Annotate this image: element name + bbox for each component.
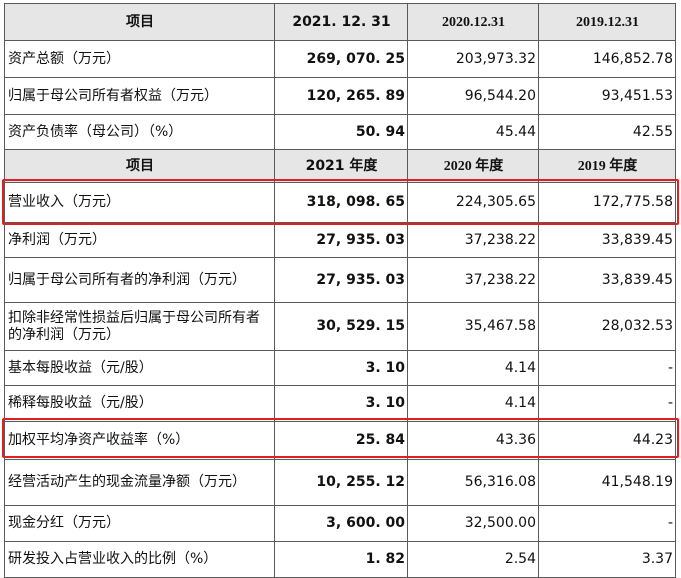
- row-label: 营业收入（万元）: [4, 182, 275, 223]
- header-2019: 2019 年度: [538, 149, 676, 183]
- row-label: 归属于母公司所有者的净利润（万元）: [4, 257, 275, 303]
- value-2019: 3.37: [538, 541, 676, 578]
- table-row: 研发投入占营业收入的比例（%） 1. 82 2.54 3.37: [4, 541, 676, 578]
- value-2021: 318, 098. 65: [274, 182, 408, 223]
- header-row-balance: 项目 2021. 12. 31 2020.12.31 2019.12.31: [4, 3, 676, 41]
- row-label: 资产负债率（母公司）（%）: [4, 114, 275, 150]
- financial-summary-table: 项目 2021. 12. 31 2020.12.31 2019.12.31 资产…: [4, 3, 676, 578]
- table-row: 稀释每股收益（元/股） 3. 10 4.14 -: [4, 385, 676, 422]
- row-label: 稀释每股收益（元/股）: [4, 385, 275, 422]
- row-label: 归属于母公司所有者权益（万元）: [4, 77, 275, 115]
- table-row: 现金分红（万元） 3, 600. 00 32,500.00 -: [4, 505, 676, 542]
- table-row: 加权平均净资产收益率（%） 25. 84 43.36 44.23: [4, 421, 676, 460]
- value-2019: 33,839.45: [538, 222, 676, 258]
- value-2021: 30, 529. 15: [274, 302, 408, 351]
- financial-table-container: 项目 2021. 12. 31 2020.12.31 2019.12.31 资产…: [4, 3, 676, 578]
- value-2021: 3, 600. 00: [274, 505, 408, 542]
- value-2021: 269, 070. 25: [274, 40, 408, 78]
- value-2021: 50. 94: [274, 114, 408, 150]
- value-2020: 2.54: [407, 541, 539, 578]
- header-item: 项目: [4, 149, 275, 183]
- value-2020: 96,544.20: [407, 77, 539, 115]
- value-2020: 32,500.00: [407, 505, 539, 542]
- row-label: 加权平均净资产收益率（%）: [4, 421, 275, 460]
- value-2020: 56,316.08: [407, 459, 539, 506]
- value-2019: 41,548.19: [538, 459, 676, 506]
- header-2020: 2020.12.31: [407, 3, 539, 41]
- table-row: 净利润（万元） 27, 935. 03 37,238.22 33,839.45: [4, 222, 676, 258]
- value-2019: 44.23: [538, 421, 676, 460]
- value-2020: 43.36: [407, 421, 539, 460]
- row-label: 经营活动产生的现金流量净额（万元）: [4, 459, 275, 506]
- row-label: 现金分红（万元）: [4, 505, 275, 542]
- value-2021: 120, 265. 89: [274, 77, 408, 115]
- table-row: 营业收入（万元） 318, 098. 65 224,305.65 172,775…: [4, 182, 676, 223]
- value-2021: 3. 10: [274, 350, 408, 386]
- value-2019: -: [538, 385, 676, 422]
- value-2020: 224,305.65: [407, 182, 539, 223]
- header-2020: 2020 年度: [407, 149, 539, 183]
- value-2021: 25. 84: [274, 421, 408, 460]
- header-item: 项目: [4, 3, 275, 41]
- row-label: 净利润（万元）: [4, 222, 275, 258]
- table-row: 归属于母公司所有者的净利润（万元） 27, 935. 03 37,238.22 …: [4, 257, 676, 303]
- value-2021: 10, 255. 12: [274, 459, 408, 506]
- value-2019: 33,839.45: [538, 257, 676, 303]
- value-2019: 93,451.53: [538, 77, 676, 115]
- value-2021: 1. 82: [274, 541, 408, 578]
- value-2020: 203,973.32: [407, 40, 539, 78]
- value-2020: 35,467.58: [407, 302, 539, 351]
- value-2019: 146,852.78: [538, 40, 676, 78]
- row-label: 基本每股收益（元/股）: [4, 350, 275, 386]
- value-2020: 4.14: [407, 350, 539, 386]
- table-row: 资产负债率（母公司）（%） 50. 94 45.44 42.55: [4, 114, 676, 150]
- value-2020: 4.14: [407, 385, 539, 422]
- header-2021: 2021. 12. 31: [274, 3, 408, 41]
- value-2020: 37,238.22: [407, 257, 539, 303]
- table-row: 基本每股收益（元/股） 3. 10 4.14 -: [4, 350, 676, 386]
- table-row: 经营活动产生的现金流量净额（万元） 10, 255. 12 56,316.08 …: [4, 459, 676, 506]
- value-2019: 42.55: [538, 114, 676, 150]
- table-row: 资产总额（万元） 269, 070. 25 203,973.32 146,852…: [4, 40, 676, 78]
- row-label: 研发投入占营业收入的比例（%）: [4, 541, 275, 578]
- header-row-income: 项目 2021 年度 2020 年度 2019 年度: [4, 149, 676, 183]
- value-2021: 27, 935. 03: [274, 257, 408, 303]
- value-2021: 3. 10: [274, 385, 408, 422]
- value-2021: 27, 935. 03: [274, 222, 408, 258]
- value-2019: -: [538, 350, 676, 386]
- value-2020: 37,238.22: [407, 222, 539, 258]
- header-2019: 2019.12.31: [538, 3, 676, 41]
- table-row: 归属于母公司所有者权益（万元） 120, 265. 89 96,544.20 9…: [4, 77, 676, 115]
- value-2020: 45.44: [407, 114, 539, 150]
- header-2021: 2021 年度: [274, 149, 408, 183]
- table-row: 扣除非经常性损益后归属于母公司所有者的净利润（万元） 30, 529. 15 3…: [4, 302, 676, 351]
- value-2019: 172,775.58: [538, 182, 676, 223]
- row-label: 扣除非经常性损益后归属于母公司所有者的净利润（万元）: [4, 302, 275, 351]
- row-label: 资产总额（万元）: [4, 40, 275, 78]
- value-2019: -: [538, 505, 676, 542]
- value-2019: 28,032.53: [538, 302, 676, 351]
